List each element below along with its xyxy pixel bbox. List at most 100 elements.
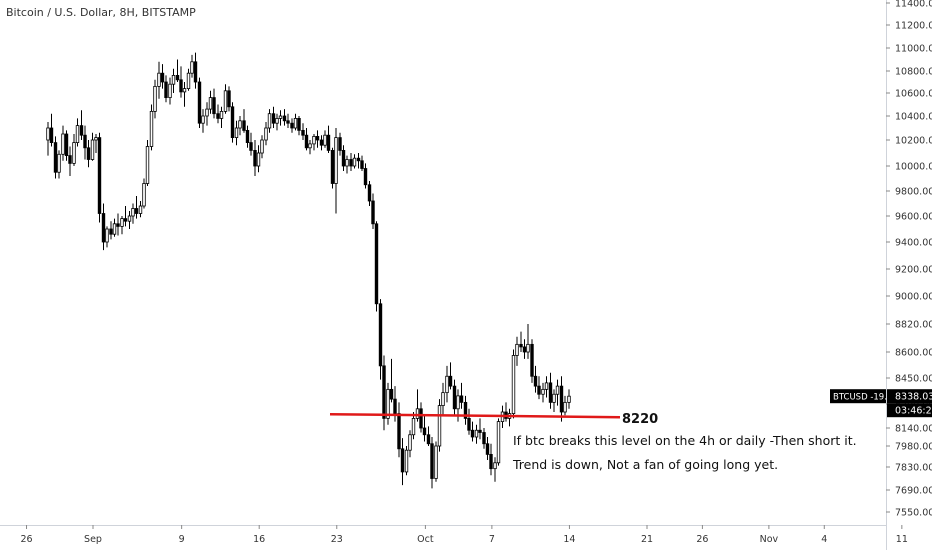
candle-up — [441, 392, 445, 407]
candle-up — [61, 133, 65, 155]
candle-down — [382, 365, 386, 419]
candle-up — [411, 417, 416, 436]
candle-up — [555, 385, 560, 395]
candle-up — [127, 215, 132, 222]
candle-up — [312, 135, 316, 145]
candle-down — [426, 434, 431, 445]
candle-down — [123, 218, 128, 222]
candle-down — [319, 139, 324, 146]
y-tick-label: 9200.00 — [895, 265, 932, 276]
candle-down — [282, 115, 287, 122]
y-tick-label: 7690.00 — [895, 486, 932, 497]
candle-down — [367, 184, 372, 202]
candle-down — [49, 127, 54, 143]
candle-up — [168, 83, 172, 98]
candle-up — [404, 449, 409, 473]
candle-down — [301, 129, 305, 136]
candle-up — [552, 393, 556, 403]
candle-up — [278, 115, 283, 119]
candle-up — [496, 421, 501, 464]
candle-down — [297, 118, 301, 131]
candle-down — [101, 213, 106, 243]
y-tick-label: 7980.00 — [895, 442, 932, 453]
candle-up — [437, 405, 442, 447]
candle-up — [201, 115, 205, 124]
candle-down — [197, 81, 202, 124]
candle-down — [230, 106, 235, 139]
candle-down — [175, 75, 180, 81]
candle-up — [456, 395, 460, 410]
candle-down — [286, 120, 290, 124]
candle-down — [467, 417, 471, 431]
y-tick-label: 10800.00 — [895, 67, 932, 78]
x-tick-label: 21 — [641, 534, 653, 545]
x-tick-label: 4 — [821, 534, 827, 545]
candle-down — [374, 223, 379, 305]
candle-up — [526, 343, 530, 353]
candle-up — [120, 218, 124, 227]
candle-down — [356, 157, 361, 162]
candle-down — [64, 133, 69, 157]
price-tag-box — [887, 389, 932, 404]
candle-down — [83, 134, 87, 149]
candle-up — [205, 108, 209, 117]
candle-down — [419, 408, 423, 429]
candle-up — [352, 157, 357, 167]
y-tick-label: 9600.00 — [895, 212, 932, 223]
chart-title: Bitcoin / U.S. Dollar, 8H, BITSTAMP — [6, 6, 196, 19]
candle-up — [567, 395, 571, 403]
candle-up — [234, 127, 239, 138]
y-tick-label: 11200.00 — [895, 21, 932, 32]
candle-down — [271, 113, 276, 124]
x-tick-label: 23 — [331, 534, 343, 545]
y-tick-label: 10600.00 — [895, 89, 932, 100]
x-tick-label: Sep — [84, 534, 102, 545]
candle-down — [463, 401, 468, 419]
candle-up — [334, 137, 338, 184]
candle-down — [212, 97, 216, 115]
candle-up — [415, 408, 420, 419]
candle-down — [389, 388, 394, 400]
candle-down — [245, 129, 250, 143]
y-tick-label: 7830.00 — [895, 463, 932, 474]
candle-up — [544, 382, 549, 390]
candle-down — [304, 134, 309, 149]
candle-up — [445, 375, 449, 394]
candle-up — [145, 146, 150, 184]
candle-down — [160, 72, 165, 83]
candle-down — [242, 120, 246, 131]
candle-up — [308, 143, 312, 149]
candle-up — [182, 88, 187, 93]
candle-up — [75, 125, 80, 143]
candle-down — [338, 137, 342, 151]
annotation-line-2: Trend is down, Not a fan of going long y… — [512, 457, 778, 472]
candle-up — [72, 142, 76, 164]
candle-down — [249, 142, 253, 151]
candle-up — [186, 72, 191, 89]
x-tick-label: Nov — [760, 534, 779, 545]
candle-down — [485, 443, 490, 455]
candle-down — [448, 375, 453, 387]
candle-down — [326, 134, 331, 151]
candle-down — [459, 395, 464, 403]
y-tick-label: 9400.00 — [895, 238, 932, 249]
candle-down — [393, 398, 397, 415]
candle-up — [153, 86, 157, 112]
candle-up — [293, 118, 298, 129]
y-tick-label: 11400.00 — [895, 0, 932, 10]
candle-up — [157, 72, 161, 87]
candle-up — [323, 134, 327, 146]
candle-up — [131, 208, 135, 217]
candle-up — [563, 401, 567, 413]
candle-down — [164, 81, 168, 98]
candle-down — [86, 147, 91, 160]
x-tick-label: 16 — [253, 534, 265, 545]
candle-up — [138, 205, 143, 214]
price-tag-symbol-box — [830, 389, 886, 404]
x-tick-label: 11 — [896, 534, 908, 545]
candle-down — [400, 448, 405, 473]
y-tick-label: 10000.00 — [895, 162, 932, 173]
candle-down — [470, 429, 475, 438]
